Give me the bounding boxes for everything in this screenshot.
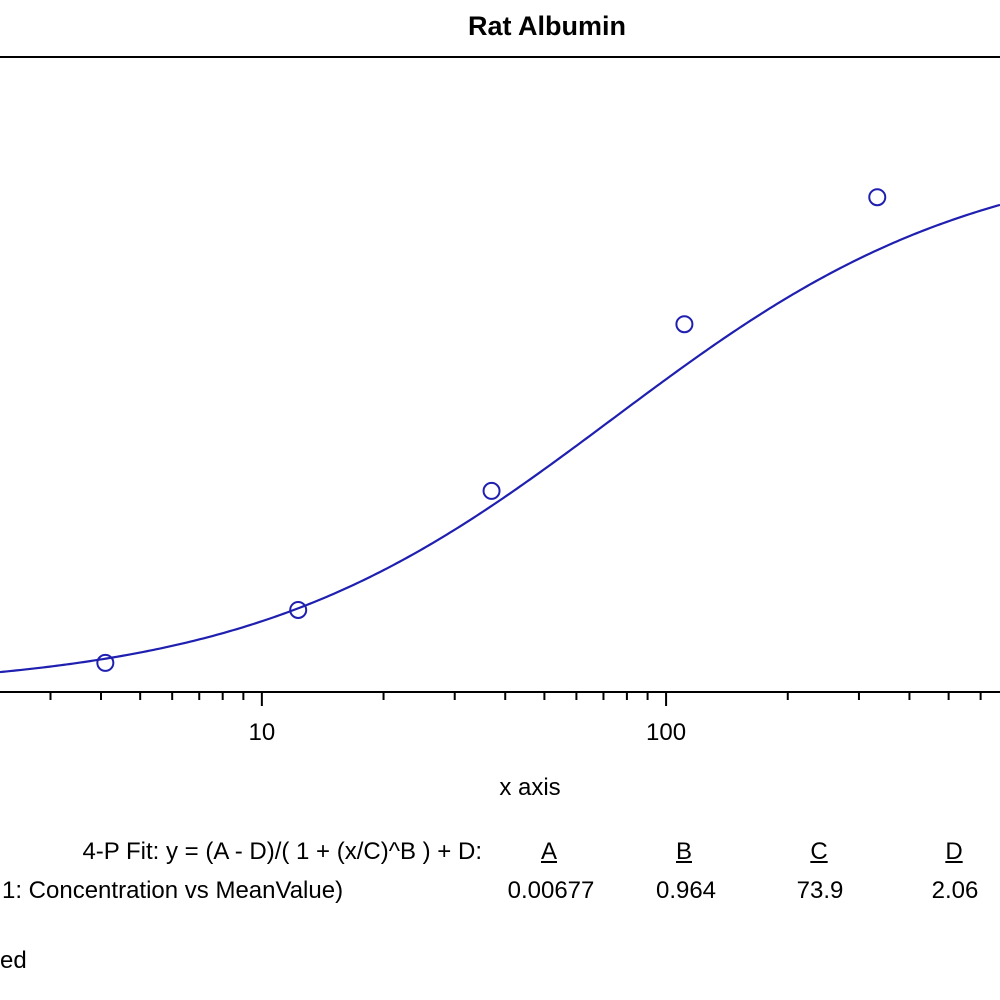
x-tick-label: 100: [646, 719, 686, 746]
data-point: [675, 315, 694, 334]
data-points: [96, 188, 887, 672]
fit-row-label: 1: Concentration vs MeanValue): [2, 877, 344, 904]
data-point: [289, 600, 308, 619]
data-point: [96, 653, 115, 672]
x-axis-label: x axis: [499, 774, 560, 801]
param-header-d: D: [945, 838, 963, 865]
data-point: [868, 188, 887, 207]
param-value-a: 0.00677: [507, 877, 595, 904]
fit-curve: [0, 203, 1000, 674]
x-axis-ticks: [49, 692, 982, 706]
param-value-c: 73.9: [796, 877, 844, 904]
param-value-d: 2.06: [931, 877, 979, 904]
data-point: [482, 481, 501, 500]
fit-parameters-panel: 4-P Fit: y = (A - D)/( 1 + (x/C)^B ) + D…: [0, 830, 1000, 1000]
param-header-b: B: [675, 838, 693, 865]
x-axis-tick-labels: 10 100: [249, 719, 687, 746]
footer-text: ed: [0, 947, 27, 974]
x-tick-label: 10: [249, 719, 276, 746]
standard-curve-chart: Rat Albumin 10 100 x axis: [0, 11, 1000, 801]
param-value-b: 0.964: [655, 877, 717, 904]
param-header-c: C: [810, 838, 828, 865]
param-header-a: A: [540, 838, 558, 865]
chart-title: Rat Albumin: [468, 11, 626, 41]
fit-equation: 4-P Fit: y = (A - D)/( 1 + (x/C)^B ) + D…: [82, 838, 482, 865]
